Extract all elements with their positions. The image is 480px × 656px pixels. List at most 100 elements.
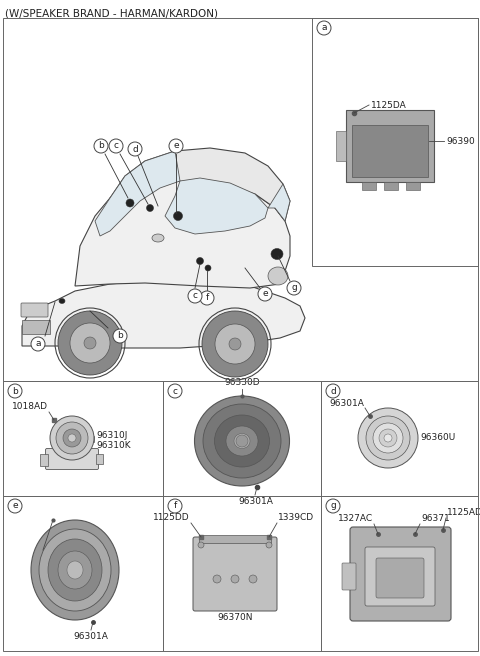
Bar [3,381,163,496]
FancyBboxPatch shape [21,303,48,317]
Text: 1018AD: 1018AD [12,402,48,411]
Ellipse shape [58,551,92,589]
Text: 96330D: 96330D [224,378,260,387]
Ellipse shape [67,561,83,579]
Circle shape [113,329,127,343]
Bar [22,320,50,334]
Text: 96390: 96390 [446,136,475,146]
Text: 1339CD: 1339CD [278,513,314,522]
Text: 96360D: 96360D [47,537,83,546]
Polygon shape [75,181,290,288]
Text: c: c [192,291,197,300]
Circle shape [213,575,221,583]
Text: 96360U: 96360U [420,434,455,443]
FancyBboxPatch shape [46,449,98,470]
Text: b: b [12,386,18,396]
Text: a: a [35,340,41,348]
Ellipse shape [194,396,289,486]
FancyBboxPatch shape [376,558,424,598]
Circle shape [287,281,301,295]
Ellipse shape [203,404,281,478]
Polygon shape [165,178,268,234]
Ellipse shape [205,265,211,271]
Circle shape [266,542,272,548]
Circle shape [200,291,214,305]
Text: 1327AC: 1327AC [338,514,373,523]
Ellipse shape [196,258,204,264]
Circle shape [249,575,257,583]
Circle shape [188,289,202,303]
Bar [3,496,163,651]
Ellipse shape [126,199,134,207]
Circle shape [326,499,340,513]
Text: 96301A: 96301A [73,632,108,641]
Bar [199,535,271,543]
Ellipse shape [31,520,119,620]
Text: d: d [132,144,138,154]
Ellipse shape [59,298,65,304]
Circle shape [198,542,204,548]
Text: 96301A: 96301A [239,497,274,506]
Ellipse shape [268,267,288,285]
Circle shape [50,416,94,460]
Circle shape [94,139,108,153]
Circle shape [229,338,241,350]
Circle shape [31,337,45,351]
FancyBboxPatch shape [342,563,356,590]
Circle shape [68,434,76,442]
Circle shape [231,575,239,583]
Bar [3,18,478,381]
Text: d: d [330,386,336,396]
Bar [362,182,376,190]
Text: c: c [172,386,178,396]
Text: e: e [173,142,179,150]
Text: 96371: 96371 [421,514,450,523]
Text: f: f [173,501,177,510]
Circle shape [358,408,418,468]
FancyBboxPatch shape [350,527,451,621]
Circle shape [70,323,110,363]
Circle shape [366,416,410,460]
Text: 96310J: 96310J [96,432,127,440]
Text: 1125DD: 1125DD [154,513,190,522]
Text: 96310K: 96310K [96,440,131,449]
Circle shape [8,384,22,398]
Polygon shape [110,148,290,221]
Circle shape [215,324,255,364]
Text: 96370N: 96370N [217,613,253,622]
Ellipse shape [234,434,250,449]
Text: b: b [98,142,104,150]
Ellipse shape [173,211,182,220]
Text: f: f [205,293,209,302]
Text: 96301A: 96301A [329,399,364,408]
Circle shape [58,311,122,375]
Bar [321,496,478,651]
Ellipse shape [215,415,269,467]
Polygon shape [95,151,180,236]
Circle shape [236,435,248,447]
Ellipse shape [146,205,154,211]
Circle shape [258,287,272,301]
Circle shape [84,337,96,349]
Polygon shape [22,281,305,348]
Circle shape [168,384,182,398]
Ellipse shape [152,234,164,242]
Text: g: g [291,283,297,293]
Ellipse shape [48,539,102,601]
Ellipse shape [39,529,111,611]
Bar [352,125,428,177]
Circle shape [8,499,22,513]
Bar [406,182,420,190]
Text: e: e [12,501,18,510]
Ellipse shape [271,249,283,260]
Bar [336,131,346,161]
Circle shape [373,423,403,453]
Circle shape [109,139,123,153]
Circle shape [317,21,331,35]
Bar [321,381,478,496]
Text: 1125DA: 1125DA [371,100,407,110]
Circle shape [379,429,397,447]
Circle shape [326,384,340,398]
FancyBboxPatch shape [365,547,435,606]
FancyBboxPatch shape [346,110,434,182]
